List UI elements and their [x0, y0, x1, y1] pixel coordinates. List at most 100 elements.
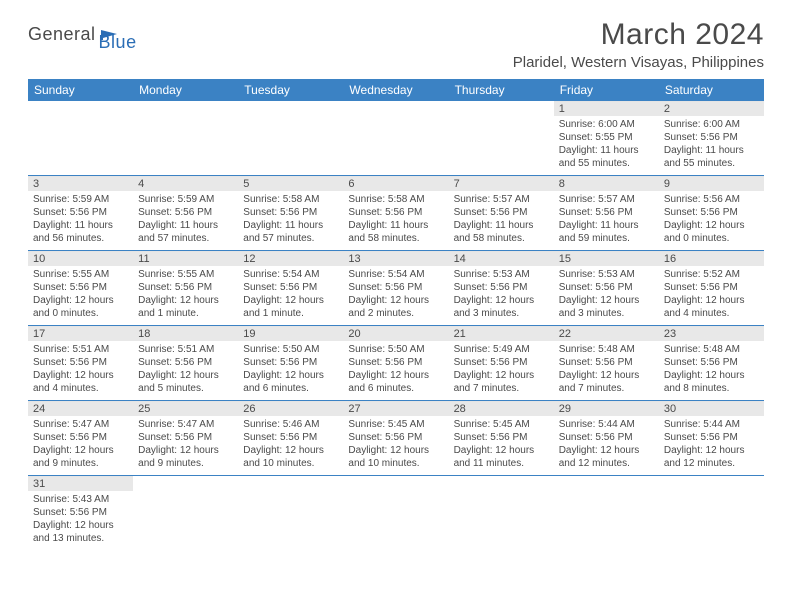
- day-info: Sunrise: 5:50 AMSunset: 5:56 PMDaylight:…: [348, 343, 443, 395]
- day-cell: 16Sunrise: 5:52 AMSunset: 5:56 PMDayligh…: [659, 251, 764, 325]
- day-number: 14: [449, 252, 554, 266]
- day-number: 31: [28, 477, 133, 491]
- day-info-line: Sunrise: 6:00 AM: [559, 118, 654, 131]
- day-info-line: Sunrise: 5:55 AM: [33, 268, 128, 281]
- day-number: 7: [449, 177, 554, 191]
- dow-cell: Sunday: [28, 79, 133, 101]
- day-info-line: Daylight: 11 hours and 55 minutes.: [664, 144, 759, 170]
- day-info-line: Sunset: 5:56 PM: [454, 356, 549, 369]
- day-info: Sunrise: 5:51 AMSunset: 5:56 PMDaylight:…: [33, 343, 128, 395]
- day-number: [343, 101, 448, 103]
- day-info-line: Daylight: 12 hours and 9 minutes.: [138, 444, 233, 470]
- day-number: 29: [554, 402, 659, 416]
- day-info-line: Sunset: 5:55 PM: [559, 131, 654, 144]
- day-cell: 22Sunrise: 5:48 AMSunset: 5:56 PMDayligh…: [554, 326, 659, 400]
- day-cell: 14Sunrise: 5:53 AMSunset: 5:56 PMDayligh…: [449, 251, 554, 325]
- week-row: 24Sunrise: 5:47 AMSunset: 5:56 PMDayligh…: [28, 401, 764, 476]
- day-number: [449, 476, 554, 478]
- calendar: SundayMondayTuesdayWednesdayThursdayFrid…: [28, 79, 764, 550]
- day-info-line: Daylight: 12 hours and 6 minutes.: [348, 369, 443, 395]
- day-info-line: Daylight: 11 hours and 57 minutes.: [138, 219, 233, 245]
- dow-cell: Saturday: [659, 79, 764, 101]
- day-number: 27: [343, 402, 448, 416]
- day-cell: 7 Sunrise: 5:57 AMSunset: 5:56 PMDaylight…: [449, 176, 554, 250]
- day-cell: [238, 476, 343, 550]
- day-info-line: Daylight: 12 hours and 11 minutes.: [454, 444, 549, 470]
- day-cell: [343, 476, 448, 550]
- day-info-line: Sunset: 5:56 PM: [33, 431, 128, 444]
- day-cell: 24 Sunrise: 5:47 AMSunset: 5:56 PMDayligh…: [28, 401, 133, 475]
- day-info-line: Daylight: 11 hours and 58 minutes.: [348, 219, 443, 245]
- day-number: [659, 476, 764, 478]
- day-info: Sunrise: 5:57 AMSunset: 5:56 PMDaylight:…: [454, 193, 549, 245]
- day-cell: 8 Sunrise: 5:57 AMSunset: 5:56 PMDaylight…: [554, 176, 659, 250]
- day-number: 9: [659, 177, 764, 191]
- day-info-line: Sunrise: 5:43 AM: [33, 493, 128, 506]
- day-cell: 2 Sunrise: 6:00 AMSunset: 5:56 PMDaylight…: [659, 101, 764, 175]
- day-info-line: Sunset: 5:56 PM: [348, 431, 443, 444]
- day-info-line: Sunset: 5:56 PM: [138, 356, 233, 369]
- day-info-line: Daylight: 12 hours and 7 minutes.: [559, 369, 654, 395]
- day-info-line: Sunset: 5:56 PM: [559, 356, 654, 369]
- day-info-line: Sunrise: 5:45 AM: [348, 418, 443, 431]
- day-number: [28, 101, 133, 103]
- day-info-line: Sunrise: 5:48 AM: [664, 343, 759, 356]
- day-cell: 31Sunrise: 5:43 AMSunset: 5:56 PMDayligh…: [28, 476, 133, 550]
- day-info-line: Sunset: 5:56 PM: [454, 281, 549, 294]
- day-info: Sunrise: 5:58 AMSunset: 5:56 PMDaylight:…: [348, 193, 443, 245]
- day-info-line: Sunset: 5:56 PM: [454, 206, 549, 219]
- day-info-line: Daylight: 11 hours and 57 minutes.: [243, 219, 338, 245]
- day-number: [449, 101, 554, 103]
- day-number: [554, 476, 659, 478]
- day-info: Sunrise: 5:46 AMSunset: 5:56 PMDaylight:…: [243, 418, 338, 470]
- day-number: 2: [659, 102, 764, 116]
- day-cell: 3Sunrise: 5:59 AMSunset: 5:56 PMDaylight…: [28, 176, 133, 250]
- day-info: Sunrise: 5:57 AMSunset: 5:56 PMDaylight:…: [559, 193, 654, 245]
- day-info-line: Sunset: 5:56 PM: [559, 431, 654, 444]
- day-info: Sunrise: 5:59 AMSunset: 5:56 PMDaylight:…: [138, 193, 233, 245]
- day-info-line: Sunrise: 5:47 AM: [33, 418, 128, 431]
- day-number: 8: [554, 177, 659, 191]
- day-info-line: Sunset: 5:56 PM: [664, 131, 759, 144]
- day-info-line: Sunrise: 6:00 AM: [664, 118, 759, 131]
- day-info: Sunrise: 5:51 AMSunset: 5:56 PMDaylight:…: [138, 343, 233, 395]
- day-info-line: Daylight: 12 hours and 1 minute.: [138, 294, 233, 320]
- day-info: Sunrise: 5:45 AMSunset: 5:56 PMDaylight:…: [454, 418, 549, 470]
- day-info: Sunrise: 6:00 AMSunset: 5:56 PMDaylight:…: [664, 118, 759, 170]
- day-info-line: Sunrise: 5:46 AM: [243, 418, 338, 431]
- day-number: 19: [238, 327, 343, 341]
- day-cell: 23Sunrise: 5:48 AMSunset: 5:56 PMDayligh…: [659, 326, 764, 400]
- day-info-line: Sunset: 5:56 PM: [664, 431, 759, 444]
- day-info: Sunrise: 5:47 AMSunset: 5:56 PMDaylight:…: [33, 418, 128, 470]
- day-number: [238, 476, 343, 478]
- day-info-line: Sunrise: 5:57 AM: [454, 193, 549, 206]
- day-cell: 1 Sunrise: 6:00 AMSunset: 5:55 PMDaylight…: [554, 101, 659, 175]
- day-info-line: Sunrise: 5:58 AM: [348, 193, 443, 206]
- day-number: 21: [449, 327, 554, 341]
- day-number: 16: [659, 252, 764, 266]
- day-info-line: Sunrise: 5:55 AM: [138, 268, 233, 281]
- location: Plaridel, Western Visayas, Philippines: [513, 54, 764, 71]
- day-info: Sunrise: 5:44 AMSunset: 5:56 PMDaylight:…: [664, 418, 759, 470]
- day-info-line: Daylight: 11 hours and 59 minutes.: [559, 219, 654, 245]
- day-cell: 17Sunrise: 5:51 AMSunset: 5:56 PMDayligh…: [28, 326, 133, 400]
- week-row: 3Sunrise: 5:59 AMSunset: 5:56 PMDaylight…: [28, 176, 764, 251]
- day-info-line: Sunrise: 5:47 AM: [138, 418, 233, 431]
- day-info-line: Sunset: 5:56 PM: [559, 206, 654, 219]
- day-info-line: Sunrise: 5:44 AM: [664, 418, 759, 431]
- day-info-line: Daylight: 11 hours and 55 minutes.: [559, 144, 654, 170]
- day-info-line: Daylight: 12 hours and 3 minutes.: [454, 294, 549, 320]
- day-info-line: Sunset: 5:56 PM: [243, 206, 338, 219]
- day-info-line: Sunrise: 5:49 AM: [454, 343, 549, 356]
- day-info-line: Sunset: 5:56 PM: [559, 281, 654, 294]
- day-info-line: Sunrise: 5:44 AM: [559, 418, 654, 431]
- day-info-line: Daylight: 12 hours and 6 minutes.: [243, 369, 338, 395]
- dow-row: SundayMondayTuesdayWednesdayThursdayFrid…: [28, 79, 764, 101]
- day-number: [133, 101, 238, 103]
- day-number: 25: [133, 402, 238, 416]
- day-number: 24: [28, 402, 133, 416]
- day-cell: 18Sunrise: 5:51 AMSunset: 5:56 PMDayligh…: [133, 326, 238, 400]
- day-info-line: Daylight: 11 hours and 58 minutes.: [454, 219, 549, 245]
- day-cell: 15Sunrise: 5:53 AMSunset: 5:56 PMDayligh…: [554, 251, 659, 325]
- day-number: 1: [554, 102, 659, 116]
